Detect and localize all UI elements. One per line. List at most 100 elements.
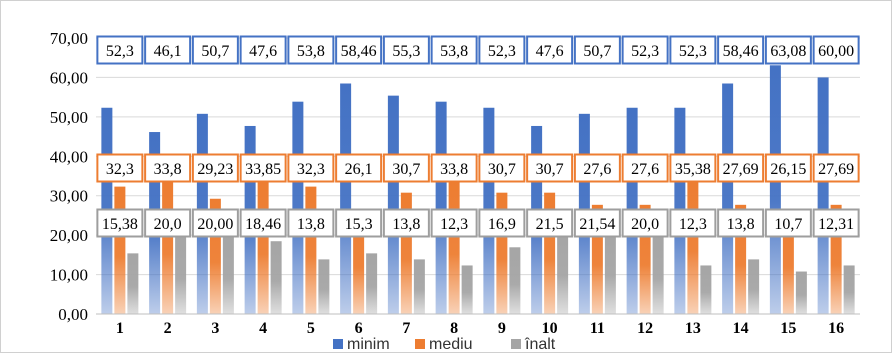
- x-tick-label: 3: [211, 320, 219, 337]
- data-label-minim: 63,08: [770, 43, 806, 60]
- data-label-box: [478, 208, 526, 238]
- data-label-box: [812, 35, 860, 65]
- data-label-box: [382, 35, 430, 65]
- bar-înalt-2: [175, 235, 187, 314]
- data-label-minim: 58,46: [723, 43, 759, 60]
- data-labels: 52,3 46,1 50,7 47,6 53,8 58,46 55,3 53,8 52,3 47,…: [96, 35, 860, 238]
- data-label-înalt: 13,8: [297, 216, 325, 233]
- data-label-mediu: 30,7: [488, 161, 516, 178]
- data-label-minim: 46,1: [154, 43, 182, 60]
- bar-mediu-15: [782, 210, 794, 314]
- data-label-box: [573, 208, 621, 238]
- bar-înalt-1: [127, 253, 139, 314]
- bar-mediu-9: [496, 192, 508, 314]
- data-label-înalt: 20,00: [197, 216, 233, 233]
- data-label-box: [430, 35, 478, 65]
- data-label-box: [430, 208, 478, 238]
- x-tick-label: 8: [450, 320, 458, 337]
- data-label-box: [573, 153, 621, 183]
- x-axis: 1 2 3 4 5 6 7 8 9 10 11 12 13 14 15 16: [96, 313, 860, 337]
- y-tick-label: 60,00: [50, 68, 88, 87]
- data-label-box: [144, 35, 192, 65]
- bar-mediu-16: [830, 204, 842, 314]
- legend-swatch-mediu: [415, 339, 425, 349]
- legend: minim mediu înalt: [333, 336, 556, 353]
- x-tick-label: 9: [498, 320, 506, 337]
- data-label-box: [335, 153, 383, 183]
- bar-minim-15: [769, 65, 781, 314]
- data-label-box: [526, 35, 574, 65]
- data-label-box: [144, 208, 192, 238]
- data-label-minim: 60,00: [818, 43, 854, 60]
- data-label-box: [621, 208, 669, 238]
- data-label-box: [382, 208, 430, 238]
- bar-mediu-12: [639, 204, 651, 314]
- data-label-box: [812, 153, 860, 183]
- data-label-box: [669, 35, 717, 65]
- bar-minim-6: [340, 83, 352, 314]
- data-label-înalt: 20,0: [154, 216, 182, 233]
- data-label-box: [96, 35, 144, 65]
- data-label-box: [287, 35, 335, 65]
- bar-mediu-10: [544, 192, 556, 314]
- x-tick-label: 5: [307, 320, 315, 337]
- bar-mediu-5: [305, 186, 317, 314]
- y-tick-label: 50,00: [50, 108, 88, 127]
- data-label-box: [478, 153, 526, 183]
- bar-înalt-7: [413, 259, 425, 314]
- data-label-box: [430, 153, 478, 183]
- data-label-box: [717, 35, 765, 65]
- data-label-înalt: 18,46: [245, 216, 281, 233]
- bar-înalt-11: [604, 229, 616, 314]
- data-label-box: [764, 208, 812, 238]
- data-label-minim: 47,6: [249, 43, 277, 60]
- data-label-înalt: 12,3: [679, 216, 707, 233]
- bar-înalt-6: [366, 253, 378, 314]
- data-label-box: [191, 35, 239, 65]
- y-tick-label: 40,00: [50, 147, 88, 166]
- bar-înalt-4: [270, 241, 282, 314]
- data-label-box: [573, 35, 621, 65]
- data-label-box: [287, 153, 335, 183]
- data-label-box: [526, 208, 574, 238]
- data-label-minim: 50,7: [201, 43, 229, 60]
- data-label-înalt: 12,31: [818, 216, 854, 233]
- y-tick-label: 70,00: [50, 29, 88, 48]
- y-tick-label: 20,00: [50, 226, 88, 245]
- legend-label-mediu: mediu: [429, 336, 473, 353]
- x-tick-label: 6: [355, 320, 363, 337]
- data-label-mediu: 30,7: [536, 161, 564, 178]
- data-label-înalt: 21,54: [579, 216, 615, 233]
- data-label-mediu: 33,8: [154, 161, 182, 178]
- data-label-box: [239, 35, 287, 65]
- bar-înalt-14: [748, 259, 760, 314]
- data-label-mediu: 27,6: [631, 161, 659, 178]
- x-tick-label: 15: [780, 320, 796, 337]
- data-label-box: [621, 153, 669, 183]
- data-label-minim: 50,7: [583, 43, 611, 60]
- data-label-box: [526, 153, 574, 183]
- bar-înalt-12: [652, 235, 664, 314]
- data-label-box: [239, 153, 287, 183]
- data-label-mediu: 27,6: [583, 161, 611, 178]
- data-label-mediu: 29,23: [197, 161, 233, 178]
- bar-înalt-3: [222, 235, 234, 314]
- data-label-mediu: 26,1: [345, 161, 373, 178]
- data-label-box: [478, 35, 526, 65]
- y-axis: 0,00 10,00 20,00 30,00 40,00 50,00 60,00 70,00: [50, 29, 88, 324]
- data-label-minim: 55,3: [392, 43, 420, 60]
- bar-mediu-8: [448, 180, 460, 314]
- data-label-box: [717, 153, 765, 183]
- data-label-box: [335, 208, 383, 238]
- legend-swatch-minim: [333, 339, 343, 349]
- data-label-minim: 53,8: [440, 43, 468, 60]
- bar-mediu-11: [591, 204, 603, 314]
- bar-înalt-10: [557, 229, 569, 314]
- bar-mediu-6: [353, 210, 365, 314]
- x-tick-label: 13: [685, 320, 701, 337]
- bar-minim-14: [722, 83, 734, 314]
- data-label-înalt: 21,5: [536, 216, 564, 233]
- bar-mediu-13: [687, 174, 699, 314]
- data-label-mediu: 27,69: [723, 161, 759, 178]
